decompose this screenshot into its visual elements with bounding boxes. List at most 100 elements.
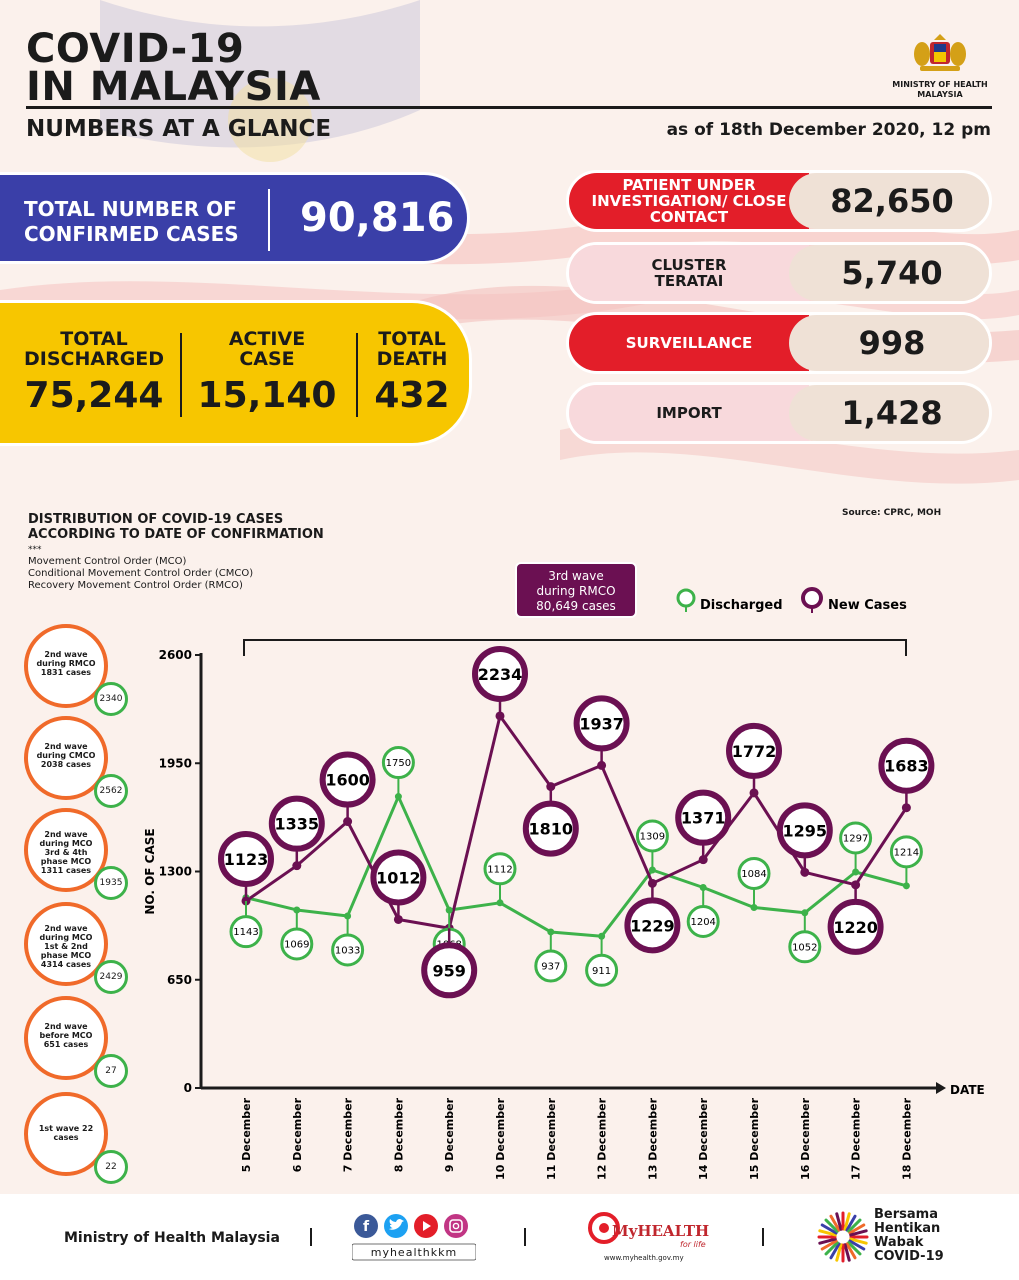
- y-tick-label: 2600: [159, 648, 192, 662]
- new-cases-line: [245, 714, 908, 930]
- discharged-label-circle: [280, 927, 314, 961]
- new-cases-data-label: 1371: [681, 809, 726, 828]
- wave-discharged-badge: 2429: [94, 960, 128, 994]
- new-cases-label-circle: [878, 737, 935, 794]
- third-wave-badge: 3rd wave during RMCO 80,649 cases: [515, 562, 637, 618]
- page-title: COVID-19 IN MALAYSIA: [26, 26, 321, 110]
- x-tick-label: 18 December: [900, 1097, 913, 1180]
- facebook-icon: [354, 1214, 378, 1238]
- category-row-surveillance: SURVEILLANCE 998: [566, 312, 992, 374]
- discharged-line: [245, 795, 907, 938]
- new-cases-data-label: 1229: [630, 916, 675, 935]
- discharged-label-circle: [534, 949, 568, 983]
- new-cases-label-circle: [573, 695, 630, 752]
- confirmed-cases-label: TOTAL NUMBER OF CONFIRMED CASES: [24, 197, 239, 246]
- title-divider: [26, 106, 992, 109]
- myhealth-url: www.myhealth.gov.my: [604, 1254, 684, 1262]
- new-cases-data-label: 1335: [275, 815, 320, 834]
- category-label: IMPORT: [569, 385, 809, 441]
- x-tick-label: 17 December: [850, 1097, 863, 1180]
- discharged-label-circle: [839, 821, 873, 855]
- wave-circle: 2nd wave before MCO 651 cases 27: [24, 996, 128, 1088]
- y-tick-label: 0: [184, 1081, 192, 1095]
- coat-of-arms-logo: [914, 34, 966, 71]
- category-row-import: IMPORT 1,428: [566, 382, 992, 444]
- new-cases-label-circle: [319, 751, 376, 808]
- new-cases-label-circle: [624, 897, 681, 954]
- discharged-stat: TOTAL DISCHARGED 75,244: [24, 328, 165, 416]
- discharged-data-label: 1214: [894, 847, 919, 858]
- new-cases-point: [546, 782, 556, 792]
- category-label: SURVEILLANCE: [569, 315, 809, 371]
- discharged-point: [852, 868, 860, 876]
- discharged-label-circle: [331, 933, 365, 967]
- death-value: 432: [374, 375, 450, 416]
- category-value: 1,428: [789, 385, 989, 441]
- category-value: 82,650: [789, 173, 989, 229]
- chart-title: DISTRIBUTION OF COVID-19 CASES ACCORDING…: [28, 512, 324, 542]
- active-value: 15,140: [197, 375, 337, 416]
- as-of-date: as of 18th December 2020, 12 pm: [666, 120, 991, 140]
- wave-discharged-badge: 22: [94, 1150, 128, 1184]
- footer-divider: [310, 1228, 312, 1246]
- category-label: CLUSTER TERATAI: [569, 245, 809, 301]
- footer: Ministry of Health Malaysia f myhealthkk…: [0, 1194, 1019, 1280]
- legend-discharged-label: Discharged: [700, 598, 783, 613]
- y-axis-title: NO. OF CASE: [143, 828, 157, 914]
- x-tick-label: 8 December: [392, 1097, 405, 1172]
- wave-circle: 2nd wave during MCO 1st & 2nd phase MCO …: [24, 902, 128, 994]
- discharged-point: [801, 909, 809, 917]
- wave-discharged-badge: 2562: [94, 774, 128, 808]
- new-cases-data-label: 1012: [376, 868, 421, 887]
- discharged-data-label: 1309: [640, 832, 665, 843]
- x-tick-label: 9 December: [443, 1097, 456, 1172]
- bersama-text: Bersama Hentikan Wabak COVID-19: [874, 1207, 944, 1264]
- footer-divider: [762, 1228, 764, 1246]
- new-cases-data-label: 959: [432, 961, 465, 980]
- footer-divider: [524, 1228, 526, 1246]
- mco-legend: Movement Control Order (MCO) Conditional…: [28, 556, 254, 591]
- category-value: 5,740: [789, 245, 989, 301]
- new-cases-data-label: 1123: [224, 850, 269, 869]
- legend-new-cases-marker: [801, 587, 823, 609]
- bersama-logo: Bersama Hentikan Wabak COVID-19: [816, 1204, 996, 1270]
- new-cases-data-label: 1683: [884, 757, 929, 776]
- discharged-data-label: 911: [592, 966, 611, 977]
- discharged-data-label: 937: [541, 961, 560, 972]
- discharged-label-circle: [483, 852, 517, 886]
- wave-circle: 1st wave 22 cases 22: [24, 1092, 128, 1184]
- new-cases-label-circle: [218, 830, 274, 887]
- ministry-label: MINISTRY OF HEALTH MALAYSIA: [892, 80, 988, 99]
- discharged-data-label: 1084: [741, 869, 766, 880]
- instagram-icon: [444, 1214, 468, 1238]
- new-cases-label-circle: [522, 800, 579, 857]
- new-cases-data-label: 1600: [325, 771, 370, 790]
- sunburst-icon: [817, 1211, 869, 1263]
- social-icons: f: [352, 1214, 476, 1261]
- discharged-label-circle: [229, 915, 263, 949]
- wave-bracket: [243, 639, 907, 656]
- myhealth-wordmark: MyHEALTH: [612, 1222, 710, 1240]
- discharged-label-circle: [686, 904, 720, 938]
- new-cases-label-circle: [827, 898, 884, 955]
- x-tick-label: 5 December: [240, 1097, 253, 1172]
- discharged-data-label: 1112: [487, 864, 512, 875]
- wave-discharged-badge: 27: [94, 1054, 128, 1088]
- discharged-data-label: 1204: [690, 917, 715, 928]
- new-cases-label-circle: [675, 789, 732, 846]
- new-cases-data-label: 1295: [783, 821, 828, 840]
- x-tick-label: 15 December: [748, 1097, 761, 1180]
- discharged-label-circle: [635, 819, 669, 853]
- outcome-divider: [356, 333, 358, 417]
- page-subtitle: NUMBERS AT A GLANCE: [26, 116, 332, 142]
- category-row-pui: PATIENT UNDER INVESTIGATION/ CLOSE CONTA…: [566, 170, 992, 232]
- new-cases-label-circle: [472, 645, 528, 702]
- wave-discharged-badge: 2340: [94, 682, 128, 716]
- x-tick-label: 10 December: [494, 1097, 507, 1180]
- new-cases-label-circle: [776, 802, 833, 859]
- discharged-label-circle: [788, 930, 822, 964]
- discharged-label-circle: [585, 953, 619, 987]
- chart-note-marker: ***: [28, 545, 42, 555]
- x-axis-arrow: [936, 1082, 946, 1094]
- y-tick-label: 1950: [159, 756, 192, 770]
